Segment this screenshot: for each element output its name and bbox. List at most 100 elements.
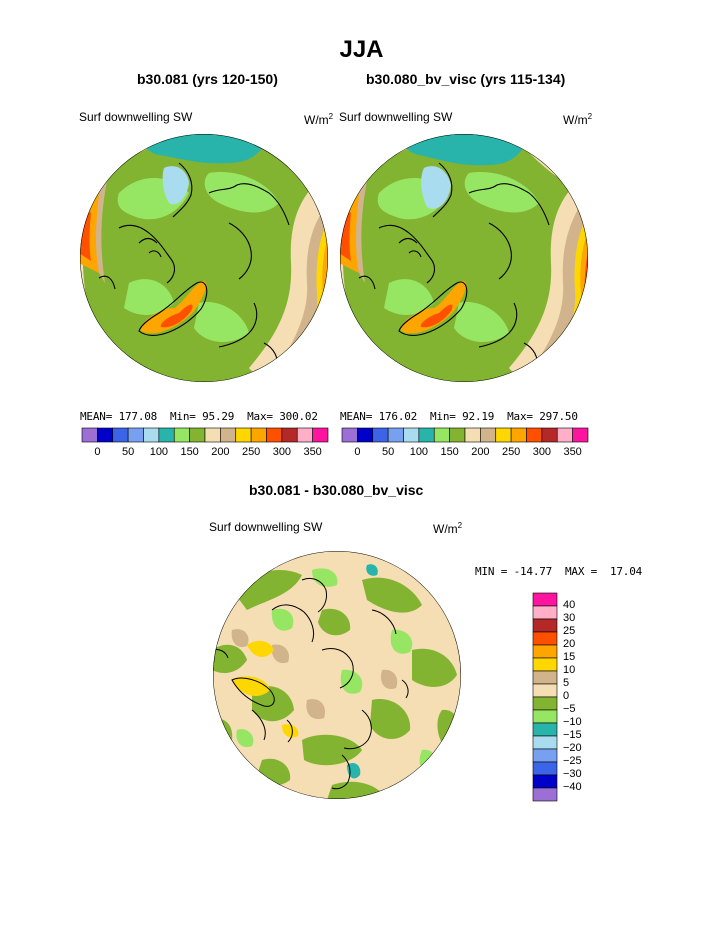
map-greenland-orange bbox=[140, 281, 206, 334]
colorbar-swatch bbox=[266, 427, 283, 443]
colorbar-tick-label: 0 bbox=[94, 446, 101, 458]
panel3-units: W/m2 bbox=[433, 521, 463, 536]
colorbar-swatch bbox=[235, 427, 252, 443]
colorbar-tick-label: 250 bbox=[501, 446, 521, 458]
colorbar-tick-label: 200 bbox=[471, 446, 490, 458]
map-patch-lightblue bbox=[421, 166, 451, 209]
colorbar-swatch bbox=[495, 427, 512, 443]
map-patch-lightgreen bbox=[124, 279, 174, 315]
map-patches-yellow bbox=[232, 640, 299, 738]
colorbar-tick-label: −10 bbox=[563, 716, 582, 728]
colorbar-tick-label: 100 bbox=[149, 446, 169, 458]
stat-mean-label: MEAN= bbox=[340, 410, 373, 423]
colorbar-tick-label: 50 bbox=[382, 446, 395, 458]
map-patch-lightblue bbox=[162, 166, 189, 205]
colorbar-swatch bbox=[418, 427, 435, 443]
colorbar-swatch bbox=[556, 427, 573, 443]
map-coastlines bbox=[213, 577, 409, 790]
colorbar-swatch bbox=[510, 427, 527, 443]
colorbar-tick-label: 15 bbox=[563, 651, 576, 663]
colorbar-difference-ticks: 40 30 25 20 15 10 5 0 −5 −10 −15 −20 −25 −30 −40 bbox=[563, 593, 603, 801]
stat-min: 92.19 bbox=[462, 410, 495, 423]
colorbar-swatch bbox=[532, 592, 558, 607]
colorbar-tick-label: 0 bbox=[354, 446, 361, 458]
colorbar-tick-label: 300 bbox=[272, 446, 292, 458]
stat-max-label: MAX = bbox=[564, 565, 598, 578]
map-patch-lightgreen bbox=[194, 302, 249, 343]
page-title: JJA bbox=[339, 36, 384, 63]
colorbar-tick-label: 150 bbox=[180, 446, 199, 458]
colorbar-panel1 bbox=[81, 427, 329, 443]
map-band-red bbox=[80, 210, 91, 261]
panel3-field-label: Surf downwelling SW bbox=[209, 520, 323, 534]
colorbar-swatch bbox=[526, 427, 543, 443]
colorbar-swatch bbox=[532, 605, 558, 620]
colorbar-swatch bbox=[312, 427, 329, 443]
colorbar-tick-label: 10 bbox=[563, 664, 576, 676]
colorbar-swatch bbox=[532, 761, 558, 776]
map-patch-lightgreen bbox=[384, 279, 434, 315]
stat-min: -14.77 bbox=[513, 565, 553, 578]
colorbar-tick-label: 5 bbox=[563, 677, 570, 689]
map-coastlines bbox=[98, 162, 290, 369]
panel1-field-label: Surf downwelling SW bbox=[79, 110, 193, 124]
colorbar-swatch bbox=[532, 696, 558, 711]
stat-mean-label: MEAN= bbox=[80, 410, 113, 423]
colorbar-swatch bbox=[532, 631, 558, 646]
colorbar-tick-label: 100 bbox=[409, 446, 429, 458]
colorbar-tick-label: 300 bbox=[532, 446, 552, 458]
colorbar-swatch bbox=[387, 427, 404, 443]
colorbar-tick-label: −15 bbox=[563, 729, 582, 741]
colorbar-swatch bbox=[532, 722, 558, 737]
colorbar-swatch bbox=[532, 618, 558, 633]
colorbar-panel2 bbox=[341, 427, 589, 443]
colorbar-tick-label: 50 bbox=[122, 446, 135, 458]
colorbar-tick-label: −5 bbox=[563, 703, 576, 715]
colorbar-swatch bbox=[97, 427, 114, 443]
colorbar-swatch bbox=[296, 427, 313, 443]
stat-mean: 176.02 bbox=[378, 410, 418, 423]
colorbar-swatch bbox=[532, 657, 558, 672]
stat-max-label: Max= bbox=[507, 410, 533, 423]
colorbar-swatch bbox=[464, 427, 481, 443]
colorbar-tick-label: −20 bbox=[563, 742, 582, 754]
colorbar-swatch bbox=[189, 427, 206, 443]
map-patch-teal bbox=[366, 564, 378, 576]
panel2-stats: MEAN= 176.02 Min= 92.19 Max= 297.50 bbox=[340, 410, 578, 423]
stat-mean: 177.08 bbox=[118, 410, 158, 423]
colorbar-tick-label: 25 bbox=[563, 625, 576, 637]
map-greenland-red bbox=[160, 304, 193, 328]
colorbar-swatch bbox=[143, 427, 160, 443]
colorbar-swatch bbox=[357, 427, 374, 443]
stat-max: 297.50 bbox=[539, 410, 578, 423]
colorbar-swatch bbox=[449, 427, 466, 443]
colorbar-swatch bbox=[532, 787, 558, 802]
colorbar-tick-label: −30 bbox=[563, 768, 582, 780]
colorbar-swatch bbox=[158, 427, 175, 443]
stat-max: 17.04 bbox=[609, 565, 643, 578]
diff-title: b30.081 - b30.080_bv_visc bbox=[249, 482, 424, 498]
colorbar-swatch bbox=[250, 427, 267, 443]
colorbar-tick-label: 30 bbox=[563, 612, 576, 624]
colorbar-swatch bbox=[480, 427, 497, 443]
colorbar-swatch bbox=[173, 427, 190, 443]
stat-min-label: MIN = bbox=[475, 565, 508, 578]
map-patch-teal bbox=[399, 134, 529, 166]
panel1-stats: MEAN= 177.08 Min= 95.29 Max= 300.02 bbox=[80, 410, 318, 423]
panel1-title: b30.081 (yrs 120-150) bbox=[137, 71, 278, 87]
colorbar-swatch bbox=[532, 774, 558, 789]
map-panel3-difference bbox=[213, 551, 461, 799]
colorbar-tick-label: 250 bbox=[241, 446, 261, 458]
colorbar-swatch bbox=[532, 670, 558, 685]
colorbar-tick-label: 20 bbox=[563, 638, 576, 650]
colorbar-tick-label: −25 bbox=[563, 755, 582, 767]
map-greenland-red bbox=[420, 304, 453, 328]
colorbar-swatch bbox=[433, 427, 450, 443]
panel3-stats: MIN = -14.77 MAX = 17.04 bbox=[475, 565, 642, 578]
colorbar-swatch bbox=[81, 427, 98, 443]
colorbar-swatch bbox=[572, 427, 589, 443]
colorbar-tick-label: −40 bbox=[563, 781, 582, 793]
colorbar-swatch bbox=[204, 427, 221, 443]
map-panel1 bbox=[80, 134, 328, 382]
colorbar-swatch bbox=[541, 427, 558, 443]
